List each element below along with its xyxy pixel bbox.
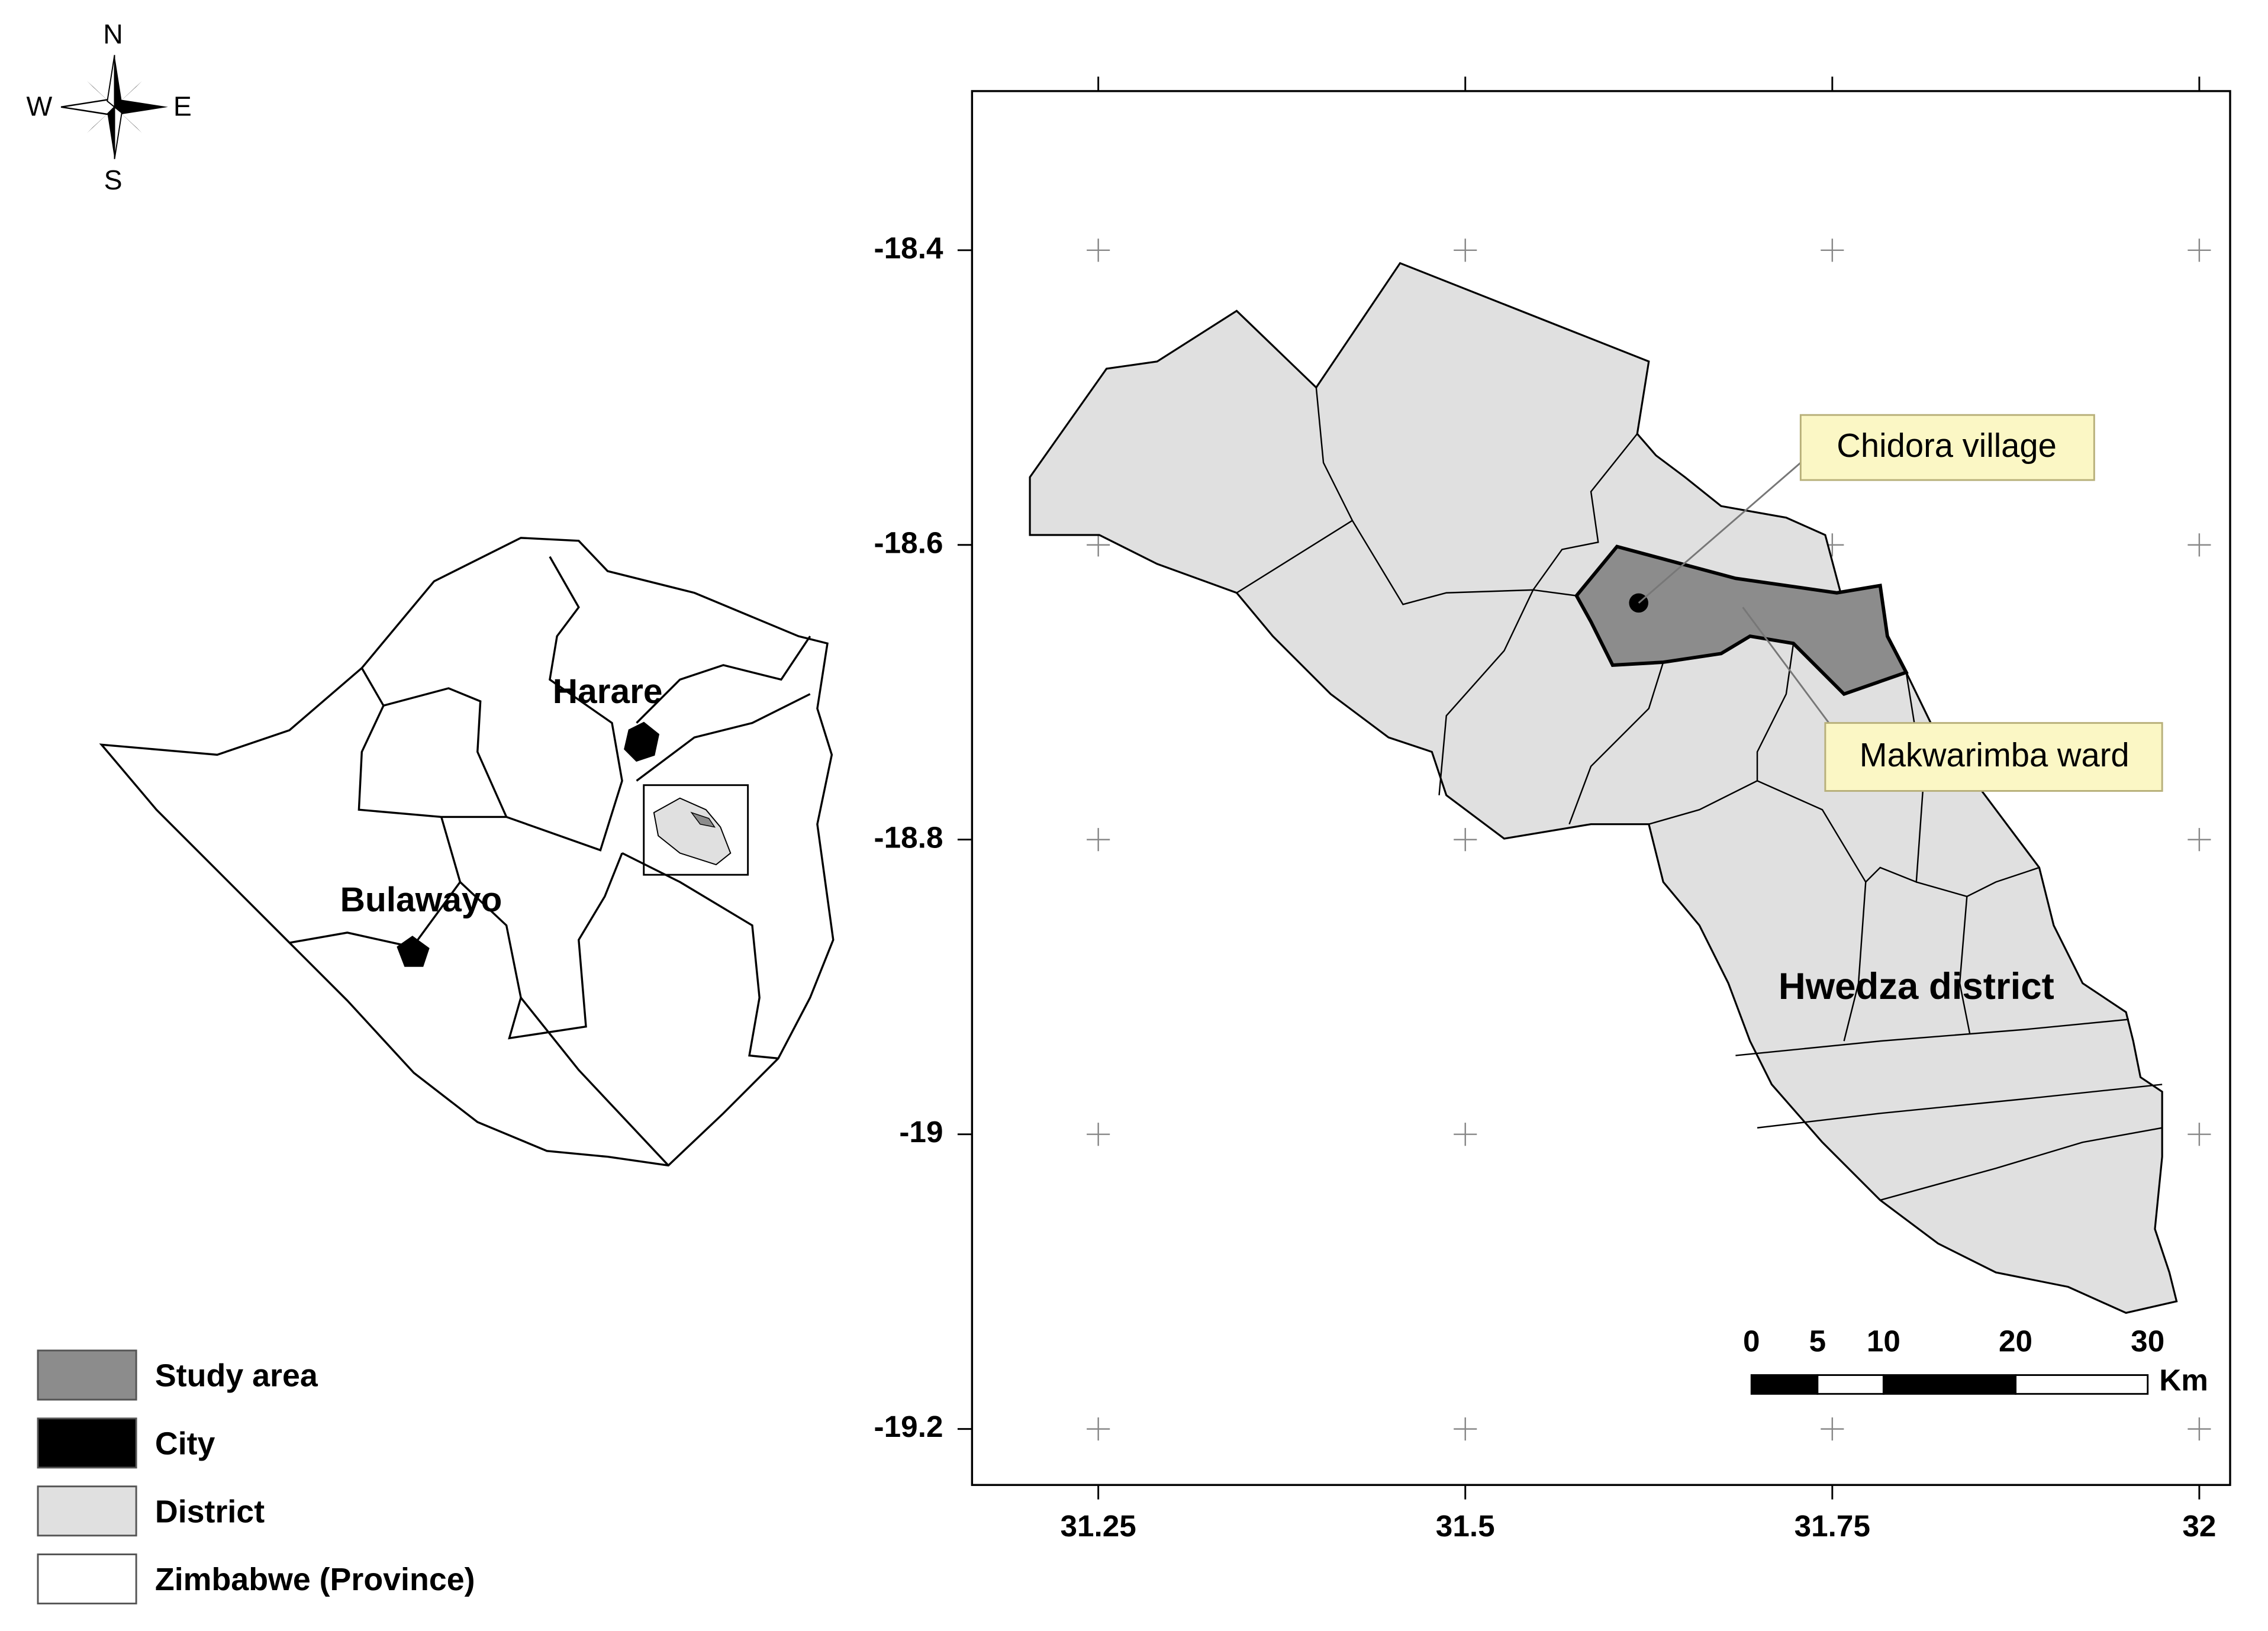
scale-segment [1882, 1374, 2017, 1395]
scale-tick-label: 30 [2131, 1324, 2164, 1358]
graticule-cross [1454, 828, 1477, 852]
scale-tick-label: 20 [1999, 1324, 2032, 1358]
graticule-cross [2188, 238, 2211, 262]
scale-tick-label: 5 [1809, 1324, 1826, 1358]
x-tick-label: 31.75 [1795, 1509, 1870, 1543]
graticule-cross [1087, 238, 1110, 262]
scale-unit: Km [2159, 1363, 2208, 1397]
graticule-cross [1821, 1417, 1844, 1441]
overview-map: Harare Bulawayo [99, 537, 835, 1167]
scale-segment [2015, 1374, 2149, 1395]
graticule-cross [1087, 828, 1110, 852]
graticule-cross [1454, 1417, 1477, 1441]
callout-label: Makwarimba ward [1860, 736, 2130, 773]
scale-tick-label: 0 [1743, 1324, 1760, 1358]
graticule-cross [1087, 533, 1110, 557]
legend-label: Zimbabwe (Province) [155, 1562, 475, 1597]
scale-segment [1750, 1374, 1819, 1395]
legend-label: City [155, 1426, 215, 1461]
graticule-cross [1821, 238, 1844, 262]
legend-swatch [37, 1485, 137, 1537]
y-tick-label: -19 [899, 1115, 943, 1149]
compass: N S W E [27, 18, 192, 195]
graticule-cross [2188, 828, 2211, 852]
legend-swatch [37, 1417, 137, 1469]
legend-swatch [37, 1349, 137, 1401]
city-label: Harare [553, 672, 663, 711]
graticule-cross [1087, 1417, 1110, 1441]
scale-tick-label: 10 [1867, 1324, 1900, 1358]
x-tick-label: 31.25 [1060, 1509, 1136, 1543]
map-frame [971, 90, 2231, 1486]
hwedza-district [1029, 262, 2178, 1314]
graticule-cross [2188, 533, 2211, 557]
compass-e: E [173, 91, 192, 122]
scale-segment [1816, 1374, 1884, 1395]
scale-bar: 0 5 10 20 30 Km [1743, 1324, 2208, 1397]
callouts: Chidora village Makwarimba ward [1638, 414, 2163, 792]
graticule-cross [2188, 1417, 2211, 1441]
y-tick-label: -19.2 [874, 1410, 943, 1443]
y-tick-label: -18.6 [874, 526, 943, 559]
y-tick-label: -18.8 [874, 820, 943, 854]
y-tick-label: -18.4 [874, 231, 943, 265]
compass-n: N [103, 18, 123, 49]
legend-label: Study area [155, 1358, 318, 1394]
compass-w: W [27, 91, 53, 122]
legend-label: District [155, 1494, 265, 1529]
city-label: Bulawayo [340, 881, 502, 919]
legend-swatch [37, 1553, 137, 1605]
graticule-cross [1087, 1123, 1110, 1146]
legend: Study area City District Zimbabwe (Province… [37, 1349, 475, 1605]
district-label: Hwedza district [1779, 965, 2054, 1007]
graticule: 31.25 31.5 31.75 32 -18.4 -18.6 -18.8 -19 -19.2 [874, 76, 2216, 1543]
x-tick-label: 31.5 [1436, 1509, 1495, 1543]
compass-s: S [104, 165, 123, 195]
graticule-cross [1454, 238, 1477, 262]
x-tick-label: 32 [2182, 1509, 2216, 1543]
graticule-cross [1454, 1123, 1477, 1146]
study-area [1574, 544, 1909, 697]
graticule-cross [2188, 1123, 2211, 1146]
callout-label: Chidora village [1837, 427, 2057, 464]
